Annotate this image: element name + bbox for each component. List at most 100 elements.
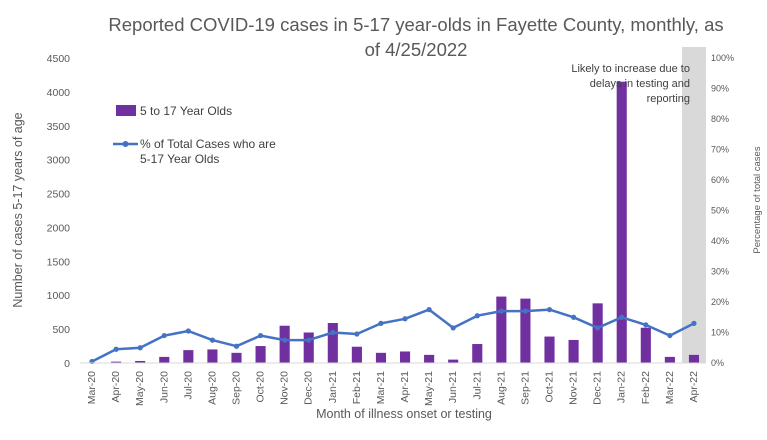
pct-point-Nov-20 — [282, 337, 288, 343]
x-tick-label: Jul-20 — [182, 371, 194, 400]
bar-Oct-21 — [544, 336, 555, 363]
legend-line-label-2: 5-17 Year Olds — [140, 152, 219, 166]
y-tick-label: 0 — [64, 358, 70, 370]
bar-Aug-20 — [207, 349, 218, 363]
y2-tick-label: 70% — [711, 145, 729, 155]
y-tick-label: 1000 — [47, 290, 71, 302]
x-tick-label: Nov-21 — [568, 371, 580, 405]
bar-Nov-21 — [568, 339, 579, 363]
legend-bar-label: 5 to 17 Year Olds — [140, 104, 232, 118]
bar-Dec-20 — [303, 332, 314, 363]
bar-Jun-20 — [159, 356, 170, 363]
bar-Apr-21 — [399, 351, 411, 363]
bar-May-20 — [135, 360, 146, 363]
pct-point-Oct-21 — [546, 307, 553, 313]
bar-Jun-21 — [448, 359, 459, 363]
x-tick-label: Sep-21 — [519, 371, 531, 405]
x-tick-label: Aug-21 — [495, 371, 507, 405]
pct-point-Jul-20 — [185, 328, 191, 334]
y2-tick-label: 90% — [711, 84, 729, 94]
y-tick-label: 3500 — [47, 121, 71, 133]
pct-point-Jun-20 — [161, 332, 167, 339]
bar-Apr-22 — [688, 354, 700, 363]
pct-point-Nov-21 — [570, 314, 577, 320]
pct-point-Aug-20 — [209, 337, 216, 343]
x-tick-label: Jun-20 — [158, 371, 170, 403]
x-tick-label: Mar-20 — [86, 371, 98, 404]
pct-point-Apr-21 — [402, 316, 408, 322]
x-tick-label: Jan-21 — [327, 371, 339, 403]
y2-axis-title: Percentage of total cases — [752, 146, 763, 253]
pct-point-Jun-21 — [450, 325, 456, 331]
y-tick-label: 4000 — [47, 87, 71, 99]
bar-Jul-20 — [183, 350, 194, 363]
y2-tick-label: 80% — [711, 114, 729, 124]
pct-point-Apr-22 — [691, 320, 697, 326]
y-tick-label: 500 — [52, 324, 70, 336]
bar-Jan-21 — [327, 323, 338, 363]
y-axis-title: Number of cases 5-17 years of age — [11, 112, 25, 307]
y-tick-label: 3000 — [47, 155, 71, 167]
x-tick-label: Nov-20 — [279, 371, 291, 405]
legend: 5 to 17 Year Olds % of Total Cases who a… — [113, 104, 276, 166]
pct-point-Sep-21 — [522, 308, 529, 314]
pct-point-Dec-20 — [306, 337, 312, 343]
y2-tick-label: 30% — [711, 267, 729, 277]
bar-Nov-20 — [279, 325, 290, 363]
bar-Mar-21 — [375, 352, 387, 363]
x-tick-label: Aug-20 — [206, 371, 218, 405]
y-tick-label: 1500 — [47, 256, 71, 268]
shaded-region — [681, 47, 706, 363]
pct-point-Feb-21 — [354, 331, 360, 337]
bar-Feb-22 — [640, 327, 651, 363]
y2-tick-label: 40% — [711, 236, 729, 246]
x-tick-label: Oct-20 — [255, 371, 267, 403]
bar-Jul-21 — [472, 344, 483, 363]
x-tick-label: Apr-20 — [110, 371, 122, 403]
x-tick-label: Feb-22 — [640, 371, 652, 404]
x-tick-label: Dec-20 — [303, 371, 315, 405]
pct-point-May-20 — [137, 345, 143, 351]
y2-tick-label: 50% — [711, 206, 729, 216]
bar-Apr-20 — [111, 361, 122, 363]
y2-tick-label: 100% — [711, 53, 734, 63]
x-tick-label: May-21 — [423, 371, 435, 406]
y-tick-label: 2000 — [47, 222, 71, 234]
pct-line — [91, 308, 695, 363]
bar-Aug-21 — [496, 296, 507, 363]
x-tick-label: Apr-21 — [399, 371, 411, 403]
pct-point-Sep-20 — [233, 343, 240, 349]
pct-point-Jan-22 — [619, 314, 625, 320]
pct-point-Apr-20 — [113, 346, 119, 352]
x-tick-label: May-20 — [134, 371, 146, 406]
pct-point-Mar-22 — [667, 332, 673, 339]
bar-Jan-22 — [616, 81, 627, 363]
chart-title-line-1: Reported COVID-19 cases in 5-17 year-old… — [108, 14, 723, 35]
x-tick-label: Sep-20 — [231, 371, 243, 405]
bar-May-21 — [424, 354, 435, 363]
pct-point-Aug-21 — [498, 308, 504, 314]
y-tick-label: 2500 — [47, 189, 71, 201]
legend-bar-swatch — [116, 105, 136, 116]
x-tick-label: Jun-21 — [447, 371, 459, 403]
bar-Feb-21 — [351, 346, 362, 363]
y2-tick-label: 20% — [711, 297, 729, 307]
pct-point-Jan-21 — [330, 329, 336, 336]
x-tick-label: Oct-21 — [544, 371, 556, 403]
annotation-line-3: reporting — [647, 93, 690, 105]
legend-line-label-1: % of Total Cases who are — [140, 137, 276, 151]
pct-point-Jul-21 — [474, 313, 480, 319]
y2-tick-label: 60% — [711, 175, 729, 185]
bar-Mar-22 — [664, 356, 675, 363]
pct-point-Dec-21 — [595, 325, 601, 331]
annotation-line-1: Likely to increase due to — [571, 63, 690, 75]
bar-Sep-20 — [231, 352, 242, 363]
x-tick-label: Jul-21 — [471, 371, 483, 400]
bar-Oct-20 — [255, 346, 266, 363]
x-tick-label: Dec-21 — [592, 371, 604, 405]
y2-tick-label: 10% — [711, 328, 729, 338]
x-tick-label: Apr-22 — [688, 371, 700, 403]
bar-Sep-21 — [520, 298, 531, 363]
x-axis-title: Month of illness onset or testing — [316, 407, 492, 421]
